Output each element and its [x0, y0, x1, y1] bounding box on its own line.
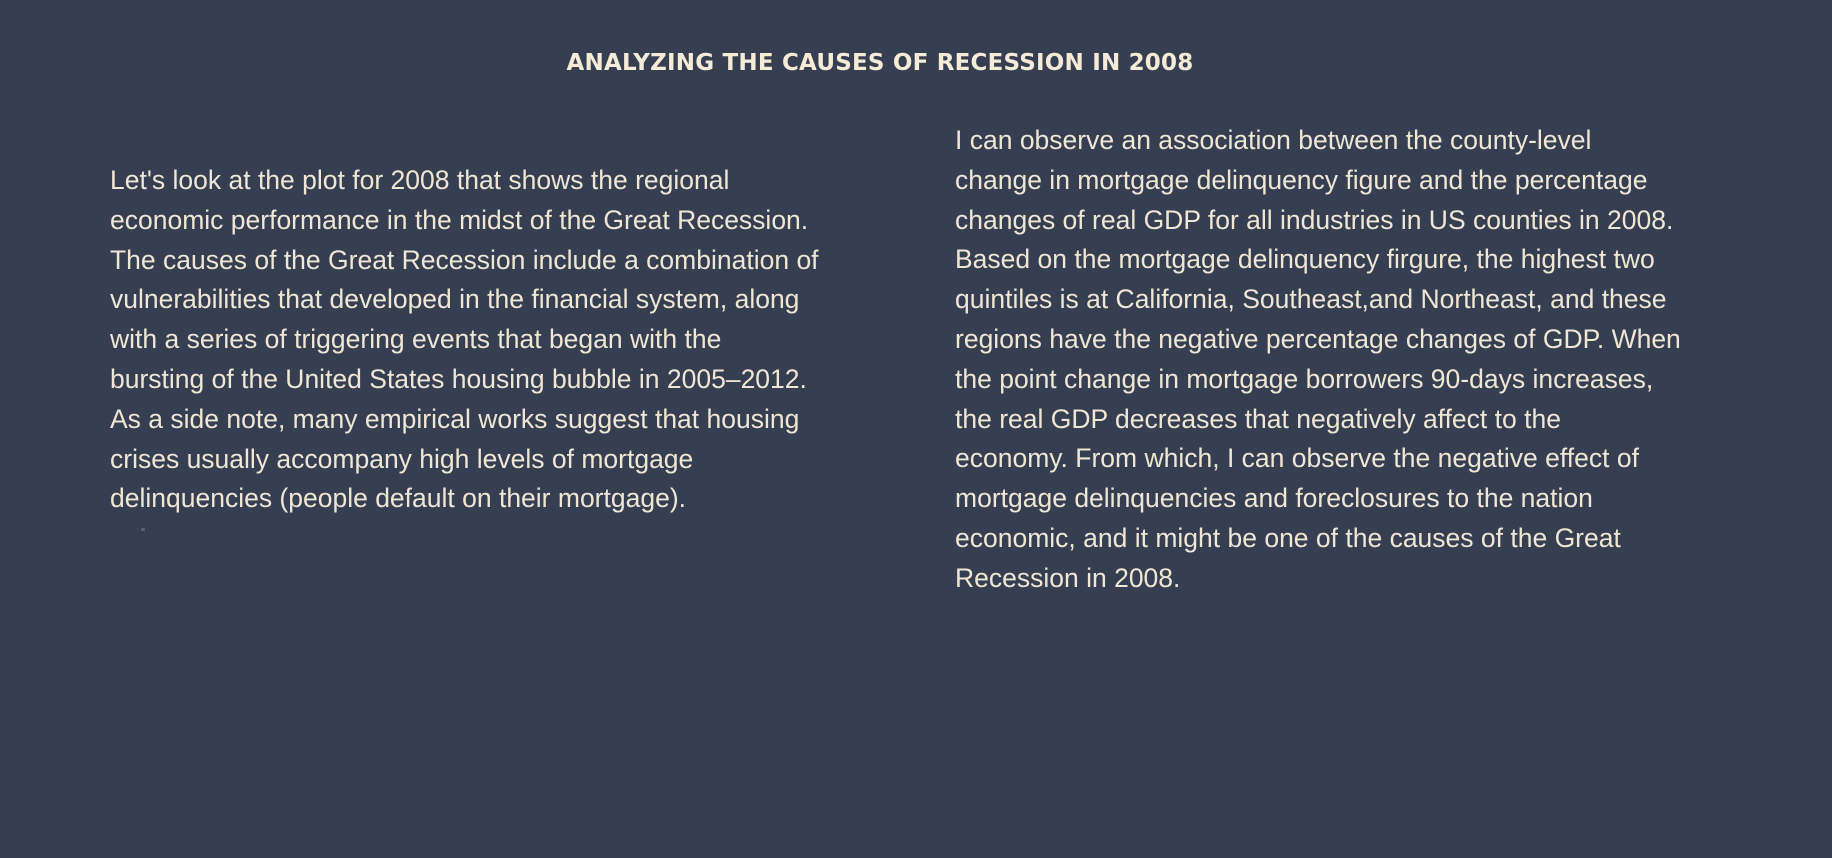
right-text-line: quintiles is at California, Southeast,an… — [955, 284, 1667, 315]
right-text-line: economy. From which, I can observe the n… — [955, 443, 1639, 474]
left-text-line: crises usually accompany high levels of … — [110, 443, 694, 474]
right-text-line: Recession in 2008. — [955, 562, 1181, 593]
right-text-line: regions have the negative percentage cha… — [955, 323, 1681, 354]
left-text-line: economic performance in the midst of the… — [110, 204, 809, 235]
right-text-line: economic, and it might be one of the cau… — [955, 522, 1621, 553]
stray-dot — [141, 528, 145, 531]
right-text-column: I can observe an association between the… — [955, 121, 1735, 599]
right-text-line: Based on the mortgage delinquency firgur… — [955, 244, 1655, 275]
left-text-line: with a series of triggering events that … — [110, 324, 722, 355]
left-text-column: Let's look at the plot for 2008 that sho… — [110, 161, 880, 519]
right-text-line: the real GDP decreases that negatively a… — [955, 403, 1561, 434]
slide-title: ANALYZING THE CAUSES OF RECESSION IN 200… — [566, 50, 1194, 76]
right-text-line: changes of real GDP for all industries i… — [955, 204, 1674, 235]
left-text-line: bursting of the United States housing bu… — [110, 363, 807, 394]
right-text-line: the point change in mortgage borrowers 9… — [955, 363, 1654, 394]
left-text-line: delinquencies (people default on their m… — [110, 483, 687, 514]
right-text-line: mortgage delinquencies and foreclosures … — [955, 483, 1593, 514]
left-text-line: The causes of the Great Recession includ… — [110, 244, 819, 275]
left-text-line: As a side note, many empirical works sug… — [110, 403, 800, 434]
right-text-line: I can observe an association between the… — [955, 125, 1592, 155]
left-text-line: vulnerabilities that developed in the fi… — [110, 284, 800, 315]
right-text-line: change in mortgage delinquency figure an… — [955, 164, 1648, 195]
left-text-line: Let's look at the plot for 2008 that sho… — [110, 165, 730, 195]
